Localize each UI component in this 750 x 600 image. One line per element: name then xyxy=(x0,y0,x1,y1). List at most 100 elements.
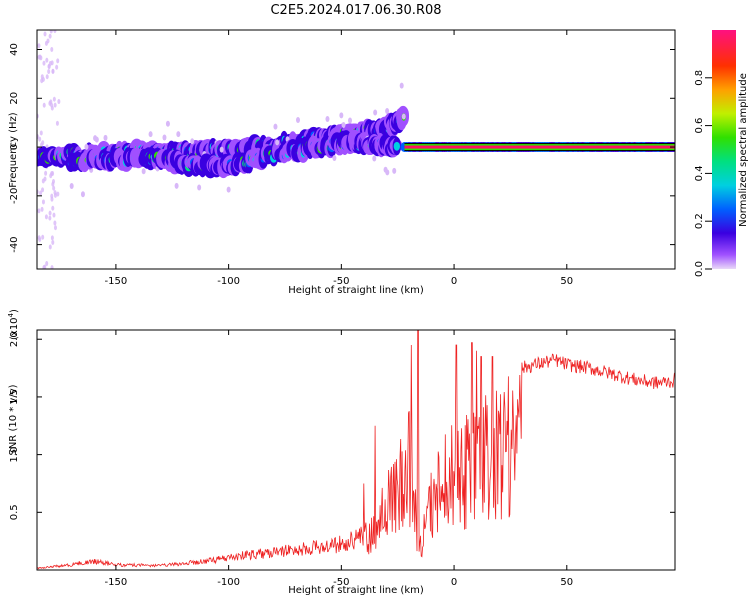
figure-title: C2E5.2024.017.06.30.R08 xyxy=(270,3,441,18)
heatmap-noise-blob xyxy=(53,30,57,34)
snr-xtick-label: 50 xyxy=(560,577,573,588)
heatmap-noise-blob xyxy=(339,112,344,119)
heatmap-noise-blob xyxy=(190,138,195,145)
colorbar-tick-label: 0.4 xyxy=(694,165,705,181)
heatmap-noise-blob xyxy=(45,261,49,267)
spectrogram-xtick-label: 0 xyxy=(451,276,457,287)
snr-scale-label: (x104) xyxy=(7,309,20,340)
heatmap-noise-blob xyxy=(44,170,48,176)
heatmap-noise-blob xyxy=(52,212,56,218)
heatmap-noise-blob xyxy=(84,143,89,150)
heatmap-noise-blob xyxy=(165,120,170,127)
spectrogram-xtick-label: -100 xyxy=(217,276,240,287)
heatmap-noise-blob xyxy=(57,99,61,105)
colorbar-tick-label: 0.0 xyxy=(694,261,705,277)
heatmap-noise-blob xyxy=(385,169,390,176)
heatmap-noise-blob xyxy=(39,130,43,136)
heatmap-noise-blob xyxy=(45,74,49,80)
snr-xlabel: Height of straight line (km) xyxy=(288,585,424,596)
heatmap-noise-blob xyxy=(56,191,60,197)
heatmap-noise-blob xyxy=(41,187,45,193)
snr-xtick-label: -100 xyxy=(217,577,240,588)
heatmap-noise-blob xyxy=(37,54,41,60)
spectrogram-ytick-label: 40 xyxy=(9,43,20,56)
heatmap-noise-blob xyxy=(53,220,57,226)
heatmap-noise-blob xyxy=(55,64,59,70)
heatmap-noise-blob xyxy=(51,239,55,245)
heatmap-noise-blob xyxy=(162,134,167,141)
colorbar-tick-label: 0.8 xyxy=(694,70,705,86)
heatmap-noise-blob xyxy=(53,190,57,196)
heatmap-noise-blob xyxy=(40,206,44,212)
heatmap-noise-blob xyxy=(49,30,53,34)
heatmap-noise-blob xyxy=(141,168,146,175)
heatmap-noise-blob xyxy=(94,136,99,143)
heatmap-core xyxy=(393,141,401,151)
heatmap-noise-blob xyxy=(174,182,179,189)
heatmap-noise-blob xyxy=(56,58,60,64)
heatmap-noise-blob xyxy=(49,173,53,179)
snr-ticks: -150 -100 -50 0 50 0.5 1.0 1.5 2.0 xyxy=(9,330,675,588)
heatmap-noise-blob xyxy=(50,235,54,241)
heatmap-noise-blob xyxy=(48,244,52,250)
heatmap-noise-blob xyxy=(48,215,52,221)
heatmap-noise-blob xyxy=(41,199,45,205)
spectrogram-frame xyxy=(36,29,676,270)
spectrogram-heatmap xyxy=(37,30,675,269)
heatmap-noise-blob xyxy=(332,154,337,161)
heatmap-noise-blob xyxy=(348,117,353,124)
spectrogram-xlabel: Height of straight line (km) xyxy=(288,285,424,296)
snr-frame xyxy=(36,329,676,571)
heatmap-noise-blob xyxy=(392,167,397,174)
snr-ytick-label: 1.5 xyxy=(9,389,20,405)
heatmap-noise-blob xyxy=(373,109,378,116)
heatmap-noise-blob xyxy=(40,74,44,80)
heatmap-noise-blob xyxy=(44,214,48,220)
heatmap-noise-blob xyxy=(38,136,42,142)
heatmap-noise-blob xyxy=(55,120,59,126)
heatmap-noise-blob xyxy=(399,82,404,89)
snr-xtick-label: -50 xyxy=(333,577,349,588)
heatmap-noise-blob xyxy=(52,185,56,191)
heatmap-noise-blob xyxy=(197,184,202,191)
colorbar-label: Normalized spectral amplitude xyxy=(738,73,749,227)
heatmap-noise-blob xyxy=(275,139,280,146)
heatmap-noise-blob xyxy=(37,43,41,49)
spectrogram-xtick-label: 50 xyxy=(560,276,573,287)
svg-text:(x104): (x104) xyxy=(7,309,20,340)
heatmap-noise-blob xyxy=(42,60,46,66)
colorbar: 0.0 0.2 0.4 0.6 0.8 Normalized spectral ampl… xyxy=(694,30,749,277)
heatmap-noise-blob xyxy=(385,108,390,115)
snr-scale-exponent: 4 xyxy=(7,312,15,317)
heatmap-noise-blob xyxy=(41,140,45,146)
spectrogram-xtick-label: -50 xyxy=(333,276,349,287)
heatmap-noise-blob xyxy=(38,236,42,242)
snr-ytick-label: 1.0 xyxy=(9,447,20,463)
heatmap-noise-blob xyxy=(48,210,52,216)
heatmap-noise-blob xyxy=(401,113,406,120)
spectrogram-panel: -150 -100 -50 0 50 -40 -20 0 20 40 Height of stra… xyxy=(8,29,676,296)
spectrogram-ytick-label: 0 xyxy=(9,144,20,150)
spectrogram-ylabel: Frequency (Hz) xyxy=(8,112,19,188)
heatmap-noise-blob xyxy=(51,181,55,187)
heatmap-noise-blob xyxy=(50,47,54,53)
heatmap-noise-blob xyxy=(53,102,57,108)
heatmap-noise-blob xyxy=(42,102,46,108)
heatmap-noise-blob xyxy=(50,196,54,202)
spectrogram-ticks: -150 -100 -50 0 50 -40 -20 0 20 40 xyxy=(9,30,675,287)
heatmap-noise-blob xyxy=(47,69,51,75)
heatmap-noise-blob xyxy=(273,123,278,130)
heatmap-noise-blob xyxy=(50,265,54,269)
spectrogram-ytick-label: 20 xyxy=(9,92,20,105)
snr-scale-suffix: ) xyxy=(9,309,20,313)
heatmap-noise-blob xyxy=(51,69,55,75)
heatmap-noise-blob xyxy=(148,131,153,138)
heatmap-noise-blob xyxy=(43,264,47,269)
colorbar-tick-label: 0.6 xyxy=(694,118,705,134)
snr-ytick-label: 2.0 xyxy=(9,331,20,347)
zero-line-core xyxy=(404,145,675,149)
heatmap-noise-blob xyxy=(325,115,330,122)
snr-xtick-label: 0 xyxy=(451,577,457,588)
heatmap-noise-blob xyxy=(341,121,346,128)
